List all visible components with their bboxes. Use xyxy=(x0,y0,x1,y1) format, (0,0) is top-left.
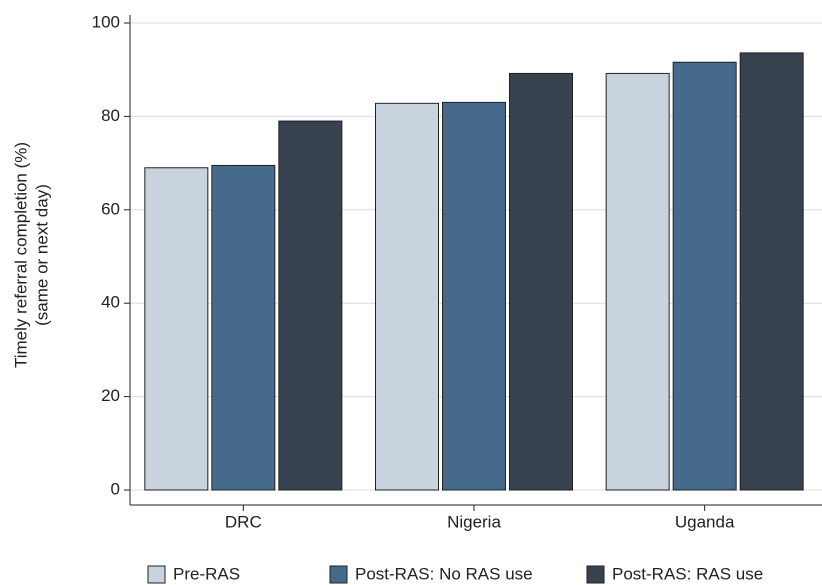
y-tick-label: 20 xyxy=(101,386,120,405)
legend-swatch xyxy=(586,565,605,584)
y-tick-label: 0 xyxy=(111,479,120,498)
y-tick-label: 80 xyxy=(101,106,120,125)
bar xyxy=(144,167,209,491)
x-tick-label: DRC xyxy=(225,512,262,531)
y-tick-label: 60 xyxy=(101,199,120,218)
legend-label: Post-RAS: No RAS use xyxy=(355,564,533,583)
x-tick-label: Uganda xyxy=(675,512,735,531)
y-axis-label: (same or next day) xyxy=(32,184,51,326)
y-axis-label: Timely referral completion (%) xyxy=(11,142,30,368)
bar xyxy=(605,72,670,491)
bar xyxy=(375,102,439,491)
bar xyxy=(509,72,573,491)
legend-label: Pre-RAS xyxy=(173,564,240,583)
bar xyxy=(278,120,343,491)
bar xyxy=(211,164,276,491)
bar xyxy=(739,52,804,491)
legend-swatch xyxy=(329,565,348,584)
y-tick-label: 100 xyxy=(92,12,120,31)
x-tick-label: Nigeria xyxy=(447,512,501,531)
legend-label: Post-RAS: RAS use xyxy=(612,564,763,583)
legend-swatch xyxy=(147,565,166,584)
y-tick-label: 40 xyxy=(101,293,120,312)
bar xyxy=(672,61,737,491)
bar xyxy=(442,101,506,491)
